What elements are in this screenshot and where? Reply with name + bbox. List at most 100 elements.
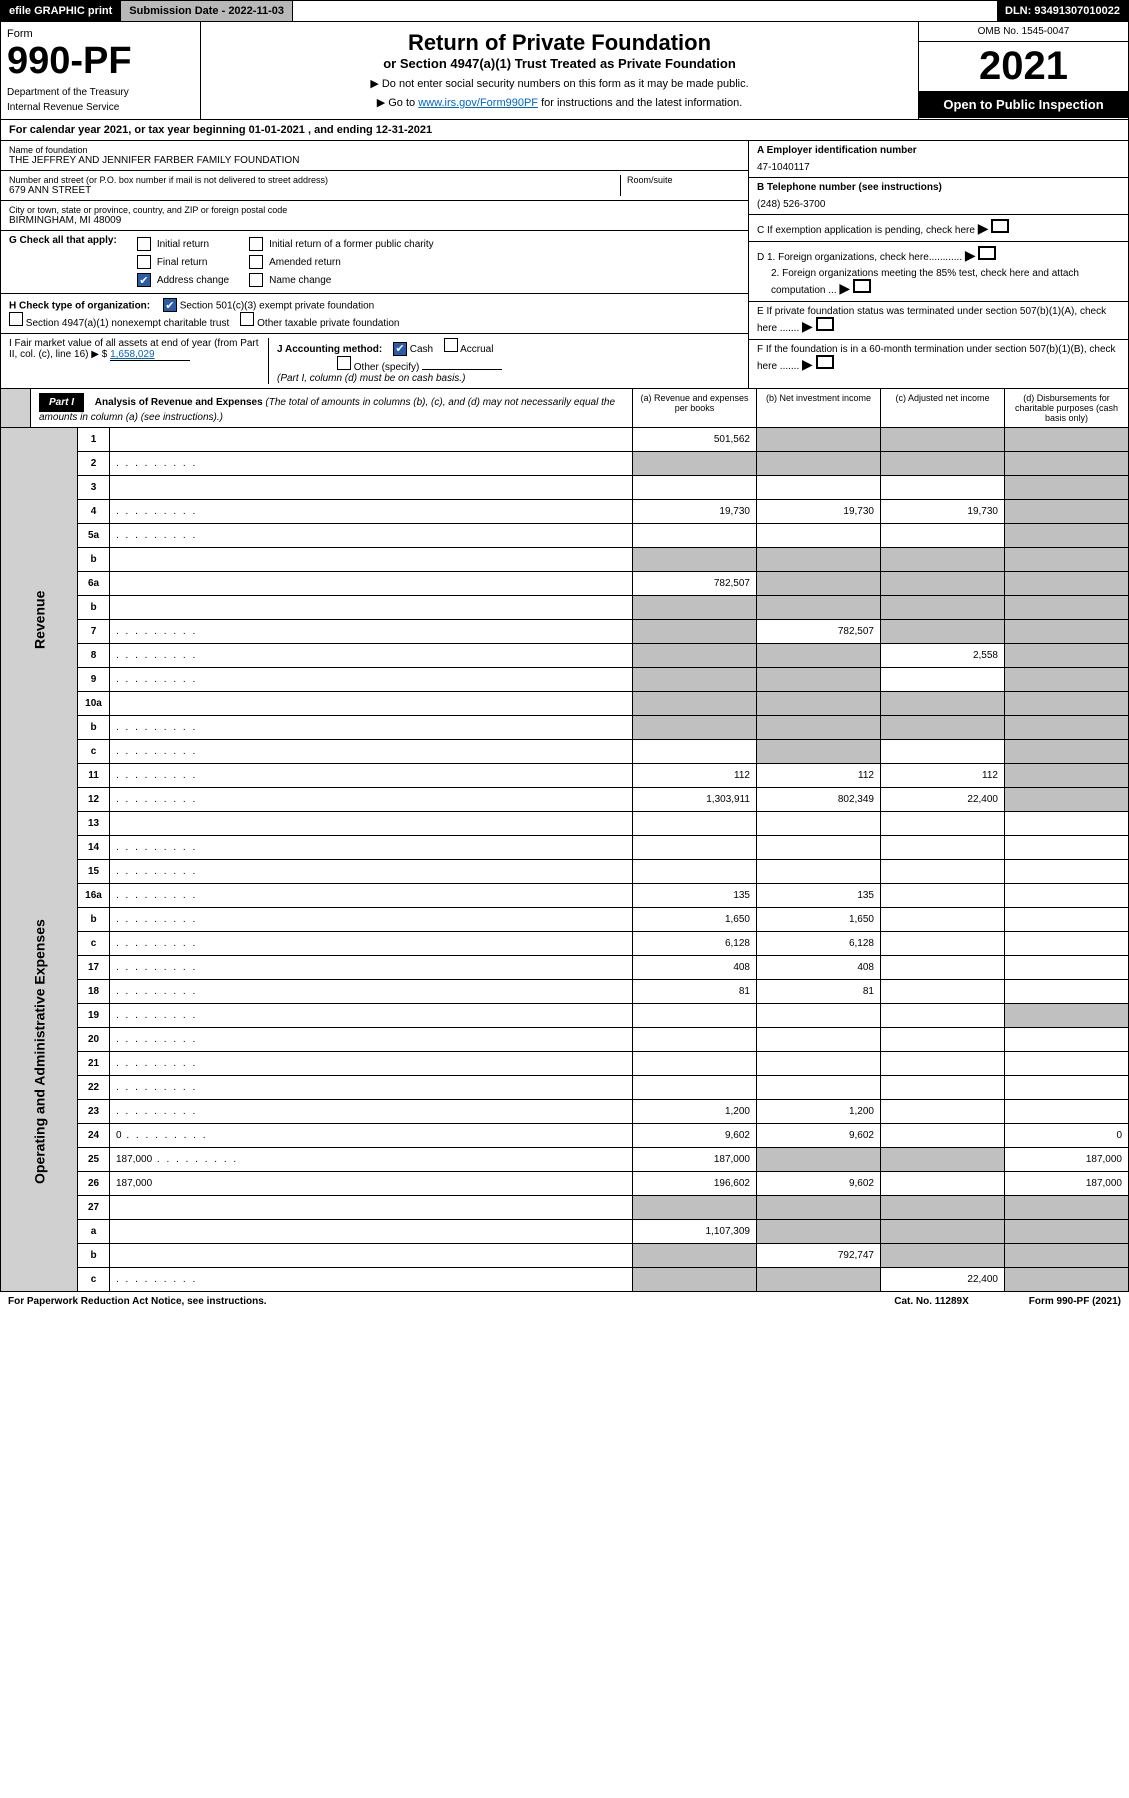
- amount-col-c: [881, 884, 1005, 908]
- chk-initial-return[interactable]: [137, 237, 151, 251]
- amount-col-d: [1005, 1004, 1129, 1028]
- instructions-link[interactable]: www.irs.gov/Form990PF: [418, 97, 538, 109]
- amount-col-a: [633, 476, 757, 500]
- table-row: 82,558: [1, 644, 1129, 668]
- table-row: 21: [1, 1052, 1129, 1076]
- chk-e[interactable]: [816, 317, 834, 331]
- amount-col-d: [1005, 764, 1129, 788]
- amount-col-a: [633, 692, 757, 716]
- row-description: [110, 884, 633, 908]
- amount-col-d: [1005, 1028, 1129, 1052]
- amount-col-c: [881, 860, 1005, 884]
- amount-col-c: [881, 1004, 1005, 1028]
- amount-col-a: [633, 860, 757, 884]
- chk-d2[interactable]: [853, 279, 871, 293]
- row-number: 9: [78, 668, 110, 692]
- row-description: [110, 1268, 633, 1292]
- amount-col-c: [881, 1244, 1005, 1268]
- amount-col-d: [1005, 812, 1129, 836]
- amount-col-c: [881, 716, 1005, 740]
- amount-col-d: [1005, 932, 1129, 956]
- table-row: 17408408: [1, 956, 1129, 980]
- amount-col-c: [881, 1052, 1005, 1076]
- chk-d1[interactable]: [978, 246, 996, 260]
- chk-address-change[interactable]: ✔: [137, 273, 151, 287]
- form-title: Return of Private Foundation: [209, 30, 910, 56]
- amount-col-a: [633, 1028, 757, 1052]
- side-label-revenue: Revenue: [1, 428, 78, 812]
- amount-col-b: [757, 452, 881, 476]
- amount-col-b: 6,128: [757, 932, 881, 956]
- row-description: [110, 1028, 633, 1052]
- chk-initial-former[interactable]: [249, 237, 263, 251]
- chk-other-taxable[interactable]: [240, 312, 254, 326]
- amount-col-d: [1005, 980, 1129, 1004]
- table-row: 9: [1, 668, 1129, 692]
- amount-col-a: [633, 812, 757, 836]
- row-description: [110, 1004, 633, 1028]
- dln: DLN: 93491307010022: [997, 1, 1128, 21]
- amount-col-d: [1005, 740, 1129, 764]
- row-description: [110, 788, 633, 812]
- chk-501c3[interactable]: ✔: [163, 298, 177, 312]
- row-number: 15: [78, 860, 110, 884]
- table-row: b: [1, 716, 1129, 740]
- col-b-header: (b) Net investment income: [756, 389, 880, 427]
- amount-col-b: [757, 812, 881, 836]
- amount-col-b: [757, 1196, 881, 1220]
- amount-col-b: 802,349: [757, 788, 881, 812]
- amount-col-d: [1005, 428, 1129, 452]
- amount-col-d: 187,000: [1005, 1148, 1129, 1172]
- row-number: 19: [78, 1004, 110, 1028]
- chk-final-return[interactable]: [137, 255, 151, 269]
- row-number: c: [78, 740, 110, 764]
- amount-col-d: [1005, 692, 1129, 716]
- table-row: b: [1, 596, 1129, 620]
- chk-accrual[interactable]: [444, 338, 458, 352]
- dept-treasury: Department of the Treasury: [7, 87, 194, 98]
- table-row: 26187,000196,6029,602187,000: [1, 1172, 1129, 1196]
- amount-col-b: 9,602: [757, 1124, 881, 1148]
- amount-col-b: [757, 596, 881, 620]
- table-row: 11112112112: [1, 764, 1129, 788]
- amount-col-d: [1005, 572, 1129, 596]
- amount-col-a: 1,200: [633, 1100, 757, 1124]
- table-row: 19: [1, 1004, 1129, 1028]
- amount-col-d: [1005, 476, 1129, 500]
- table-row: Revenue1501,562: [1, 428, 1129, 452]
- form-id-block: Form 990-PF Department of the Treasury I…: [1, 22, 201, 119]
- calendar-year-line: For calendar year 2021, or tax year begi…: [0, 120, 1129, 141]
- amount-col-b: [757, 1076, 881, 1100]
- chk-other-method[interactable]: [337, 356, 351, 370]
- table-row: b1,6501,650: [1, 908, 1129, 932]
- amount-col-a: [633, 1076, 757, 1100]
- chk-c[interactable]: [991, 219, 1009, 233]
- page-footer: For Paperwork Reduction Act Notice, see …: [0, 1292, 1129, 1311]
- form-subtitle: or Section 4947(a)(1) Trust Treated as P…: [209, 56, 910, 71]
- chk-f[interactable]: [816, 355, 834, 369]
- table-row: c6,1286,128: [1, 932, 1129, 956]
- row-number: 5a: [78, 524, 110, 548]
- amount-col-a: 1,303,911: [633, 788, 757, 812]
- amount-col-b: [757, 1052, 881, 1076]
- chk-cash[interactable]: ✔: [393, 342, 407, 356]
- amount-col-b: 782,507: [757, 620, 881, 644]
- chk-4947a1[interactable]: [9, 312, 23, 326]
- amount-col-c: 22,400: [881, 1268, 1005, 1292]
- row-number: 22: [78, 1076, 110, 1100]
- row-description: [110, 620, 633, 644]
- amount-col-c: [881, 908, 1005, 932]
- amount-col-a: 1,650: [633, 908, 757, 932]
- amount-col-a: 187,000: [633, 1148, 757, 1172]
- amount-col-c: [881, 548, 1005, 572]
- col-a-header: (a) Revenue and expenses per books: [632, 389, 756, 427]
- chk-name-change[interactable]: [249, 273, 263, 287]
- amount-col-d: [1005, 908, 1129, 932]
- amount-col-d: [1005, 836, 1129, 860]
- row-description: [110, 1100, 633, 1124]
- chk-amended[interactable]: [249, 255, 263, 269]
- amount-col-a: [633, 740, 757, 764]
- amount-col-c: 19,730: [881, 500, 1005, 524]
- fmv-link[interactable]: 1,658,029: [110, 349, 190, 361]
- amount-col-b: [757, 428, 881, 452]
